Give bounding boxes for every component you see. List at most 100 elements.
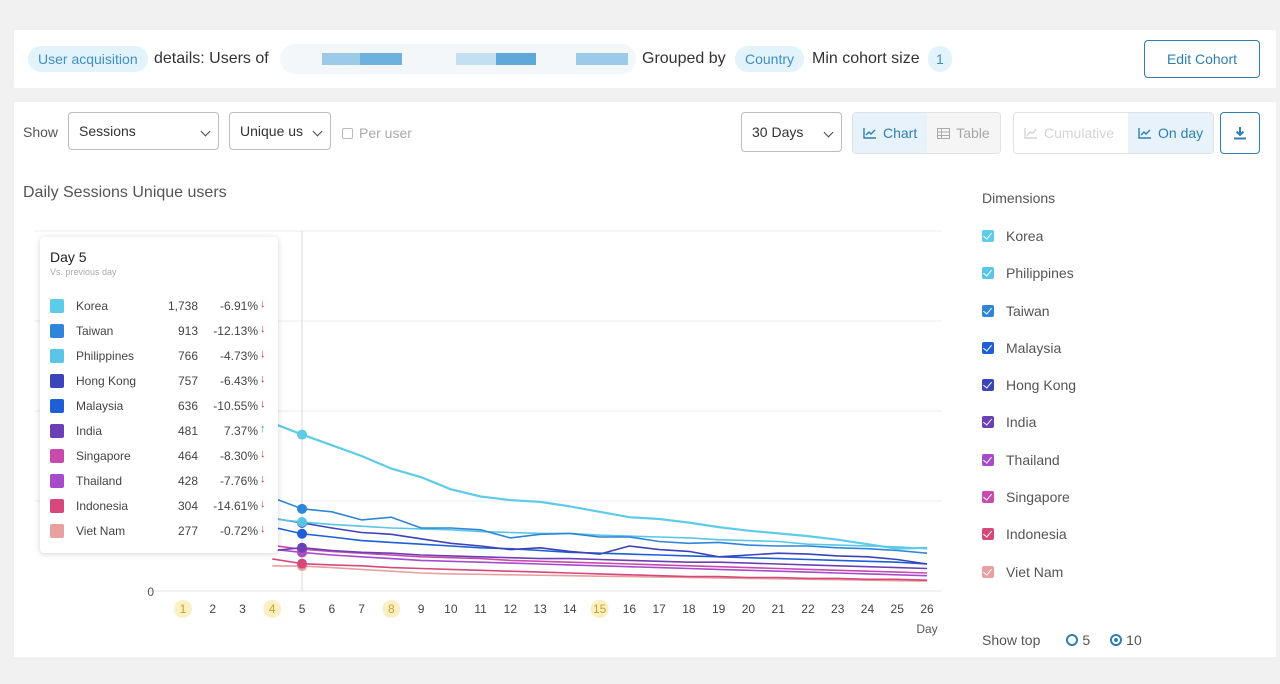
show-top-control: Show top 5 10 <box>982 632 1142 648</box>
dimension-item-malaysia[interactable]: Malaysia <box>982 340 1262 377</box>
series-swatch <box>50 524 64 538</box>
hover-point <box>297 429 308 440</box>
x-tick-label: 2 <box>209 602 216 616</box>
redacted-cohort-name[interactable] <box>280 44 636 74</box>
x-tick-label: 12 <box>504 602 518 616</box>
radio-selected-icon[interactable] <box>1110 634 1123 646</box>
show-top-label: Show top <box>982 632 1041 648</box>
tooltip-series-name: Malaysia <box>76 399 124 413</box>
checkbox-checked-icon[interactable] <box>982 565 994 578</box>
checkbox-checked-icon[interactable] <box>982 230 994 242</box>
group-pill[interactable]: Country <box>735 46 805 72</box>
min-cohort-value[interactable]: 1 <box>928 46 952 72</box>
tooltip-series-value: 277 <box>177 524 198 538</box>
checkbox-checked-icon[interactable] <box>982 528 994 541</box>
show-top-option-10[interactable]: 10 <box>1110 632 1142 648</box>
checkbox-checked-icon[interactable] <box>982 304 994 317</box>
arrow-down-icon: ↓ <box>260 398 266 410</box>
dimension-label: India <box>1006 414 1037 431</box>
x-tick-label: 8 <box>388 602 395 616</box>
checkbox-checked-icon[interactable] <box>982 341 994 354</box>
checkbox-box[interactable] <box>342 128 353 139</box>
y-tick-label: 0 <box>147 585 154 599</box>
checkbox-checked-icon[interactable] <box>982 491 994 504</box>
tab-chart[interactable]: Chart <box>853 113 928 153</box>
download-button[interactable] <box>1220 112 1260 154</box>
x-tick-label: 5 <box>299 602 306 616</box>
cohort-header: User acquisition details: Users of Group… <box>14 30 1276 88</box>
tooltip-series-value: 481 <box>177 424 198 438</box>
x-tick-label: 9 <box>418 602 425 616</box>
tooltip-series-value: 757 <box>177 374 198 388</box>
series-line-korea <box>271 421 928 550</box>
tooltip-series-value: 428 <box>177 474 198 488</box>
x-tick-label: 18 <box>682 602 696 616</box>
hover-point <box>297 558 308 569</box>
arrow-down-icon: ↓ <box>260 298 266 310</box>
checkbox-checked-icon[interactable] <box>982 267 994 280</box>
x-tick-label: 19 <box>712 602 726 616</box>
range-select[interactable]: 30 Days <box>741 112 842 152</box>
series-line-philippines <box>272 517 928 550</box>
mode-toggle: Cumulative On day <box>1013 112 1215 154</box>
tooltip-series-name: Hong Kong <box>76 374 137 388</box>
arrow-down-icon: ↓ <box>260 473 266 485</box>
checkbox-checked-icon[interactable] <box>982 416 994 429</box>
tooltip-series-value: 913 <box>177 324 198 338</box>
user-select[interactable]: Unique us <box>229 112 331 150</box>
tab-cumulative[interactable]: Cumulative <box>1014 113 1128 153</box>
tooltip-series-change: -6.43% <box>219 374 258 388</box>
dimension-item-taiwan[interactable]: Taiwan <box>982 303 1262 340</box>
dimension-item-singapore[interactable]: Singapore <box>982 489 1262 526</box>
dimension-item-philippines[interactable]: Philippines <box>982 265 1262 302</box>
acquisition-pill[interactable]: User acquisition <box>28 46 148 72</box>
dimension-label: Philippines <box>1006 265 1074 282</box>
dimension-item-hong-kong[interactable]: Hong Kong <box>982 377 1262 414</box>
series-swatch <box>50 374 64 388</box>
metric-select[interactable]: Sessions <box>68 112 219 150</box>
tooltip-series-change: -12.13% <box>213 324 258 338</box>
series-line-indonesia <box>272 558 928 581</box>
dimension-item-india[interactable]: India <box>982 414 1262 451</box>
tooltip-row: Korea 1,738 -6.91% ↓ <box>50 297 270 317</box>
chart-tooltip: Day 5 Vs. previous day Korea 1,738 -6.91% ↓… <box>40 237 278 553</box>
series-swatch <box>50 324 64 338</box>
highlight-day-marker <box>174 600 192 618</box>
tab-table[interactable]: Table <box>927 113 1000 153</box>
grouped-by-label: Grouped by <box>642 50 726 67</box>
x-tick-label: 14 <box>563 602 577 616</box>
tooltip-series-name: Taiwan <box>76 324 114 338</box>
tooltip-row: Indonesia 304 -14.61% ↓ <box>50 497 270 517</box>
edit-cohort-button[interactable]: Edit Cohort <box>1144 40 1260 78</box>
series-swatch <box>50 299 64 313</box>
chart-title: Daily Sessions Unique users <box>23 184 227 201</box>
dimension-item-indonesia[interactable]: Indonesia <box>982 526 1262 563</box>
radio-icon[interactable] <box>1066 634 1079 646</box>
tooltip-title: Day 5 <box>50 249 87 265</box>
metric-select-value: Sessions <box>79 123 136 139</box>
per-user-checkbox[interactable]: Per user <box>342 125 412 141</box>
checkbox-checked-icon[interactable] <box>982 379 994 392</box>
arrow-down-icon: ↓ <box>260 498 266 510</box>
series-swatch <box>50 399 64 413</box>
tooltip-series-change: -4.73% <box>219 349 258 363</box>
tooltip-series-name: India <box>76 424 103 438</box>
series-swatch <box>50 499 64 513</box>
tooltip-series-name: Indonesia <box>76 499 129 513</box>
tooltip-series-value: 304 <box>177 499 198 513</box>
dimension-item-viet-nam[interactable]: Viet Nam <box>982 564 1262 601</box>
checkbox-checked-icon[interactable] <box>982 453 994 466</box>
table-icon <box>937 127 951 139</box>
dimension-label: Hong Kong <box>1006 377 1077 394</box>
show-top-option-5[interactable]: 5 <box>1066 632 1090 648</box>
tab-table-label: Table <box>956 125 990 141</box>
dimension-item-korea[interactable]: Korea <box>982 228 1262 265</box>
arrow-down-icon: ↓ <box>260 448 266 460</box>
tab-cumulative-label: Cumulative <box>1044 125 1115 141</box>
tooltip-series-change: 7.37% <box>223 424 258 438</box>
dimension-item-thailand[interactable]: Thailand <box>982 452 1262 489</box>
series-line-viet-nam <box>272 565 928 582</box>
min-cohort-label: Min cohort size <box>812 50 920 67</box>
tab-on-day[interactable]: On day <box>1128 113 1214 153</box>
details-label: details: Users of <box>154 50 269 67</box>
